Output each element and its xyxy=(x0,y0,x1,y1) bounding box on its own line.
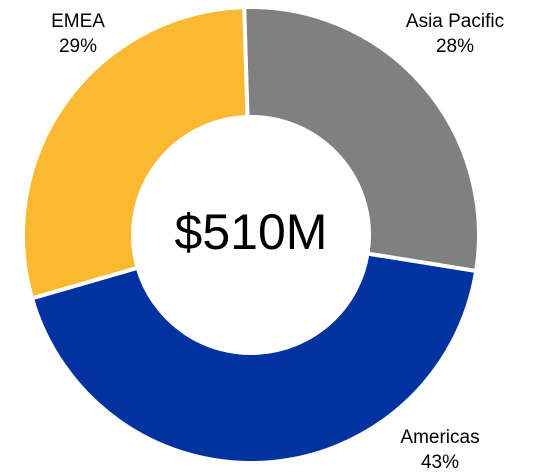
donut-slice xyxy=(21,5,250,301)
slice-name: EMEA xyxy=(51,11,105,32)
center-label: $510M xyxy=(175,204,328,260)
slice-percent: 28% xyxy=(436,36,474,57)
slice-percent: 43% xyxy=(421,452,459,473)
slice-percent: 29% xyxy=(59,36,97,57)
donut-slice xyxy=(242,5,481,274)
slice-name: Americas xyxy=(400,427,479,448)
slice-name: Asia Pacific xyxy=(406,11,504,32)
donut-slice xyxy=(29,251,479,465)
